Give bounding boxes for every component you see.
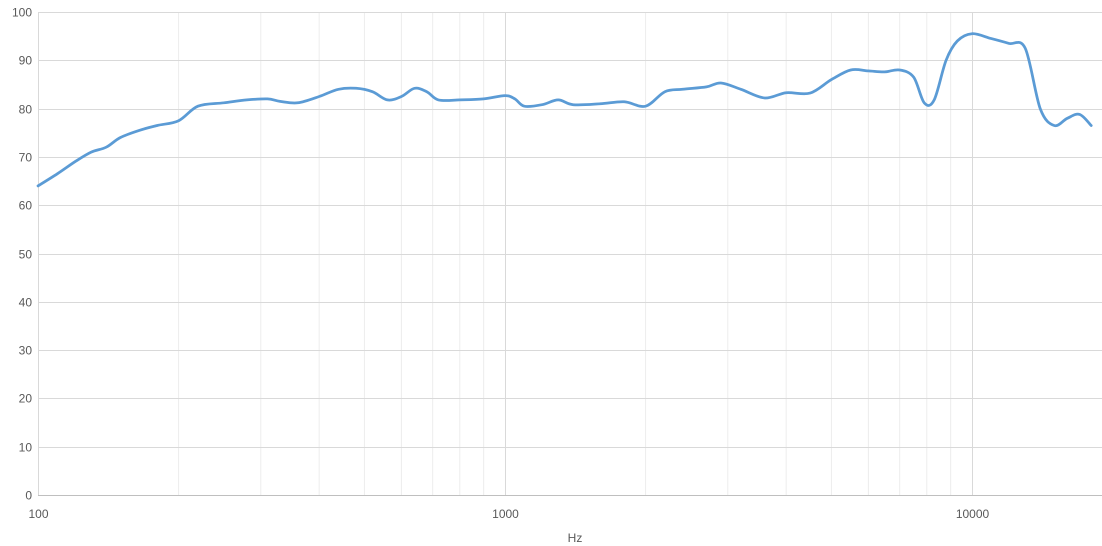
- y-tick-label: 40: [19, 296, 33, 310]
- major-gridlines: [38, 12, 1102, 496]
- series-layer: [36, 32, 1093, 188]
- series-line: [36, 32, 1093, 188]
- x-axis-labels: 100 1000 10000: [28, 507, 989, 521]
- minor-gridlines: [178, 12, 952, 495]
- y-tick-label: 10: [19, 441, 33, 455]
- x-tick-label: 1000: [492, 507, 519, 521]
- x-tick-label: 100: [28, 507, 48, 521]
- y-tick-label: 30: [19, 344, 33, 358]
- y-tick-label: 0: [25, 489, 32, 503]
- x-axis-title: Hz: [568, 531, 583, 545]
- y-tick-label: 90: [19, 54, 33, 68]
- y-tick-label: 80: [19, 103, 33, 117]
- y-tick-label: 50: [19, 248, 33, 262]
- y-tick-label: 100: [12, 6, 32, 20]
- x-tick-label: 10000: [956, 507, 990, 521]
- y-tick-label: 20: [19, 392, 33, 406]
- y-tick-label: 60: [19, 199, 33, 213]
- y-tick-label: 70: [19, 151, 33, 165]
- y-axis-labels: 0 10 20 30 40 50 60 70 80 90 100: [12, 6, 32, 503]
